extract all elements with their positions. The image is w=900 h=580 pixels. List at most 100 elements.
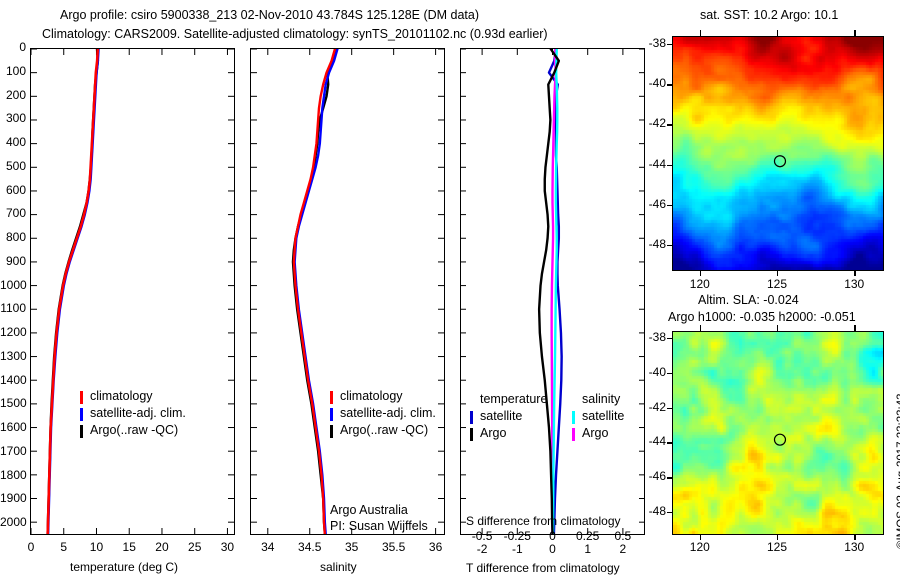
depth-tick-label: 1500 (0, 396, 27, 411)
temperature-x-axis-label: temperature (deg C) (70, 560, 179, 574)
sla-lon-tick-label: 120 (689, 540, 710, 554)
header-line1: Argo profile: csiro 5900338_213 02-Nov-2… (60, 8, 480, 22)
pi-note: PI: Susan Wijffels (330, 519, 428, 533)
axis-tick (777, 270, 779, 276)
t-difference-tick-label: 0 (549, 542, 556, 556)
depth-tick-label: 900 (5, 253, 26, 268)
legend-swatch-satellite-clim (80, 408, 83, 421)
header-line2: Climatology: CARS2009. Satellite-adjuste… (42, 27, 548, 41)
temperature-tick-label: 0 (27, 540, 35, 554)
sst-map-canvas (673, 37, 883, 270)
temperature-profile-panel[interactable] (30, 48, 235, 535)
legend-label-satellite-clim: satellite-adj. clim. (90, 406, 186, 420)
salinity-tick-label: 34 (261, 540, 275, 554)
salinity-profile-plot (251, 49, 444, 534)
temperature-profile-plot (31, 49, 234, 534)
temperature-tick-label: 5 (60, 540, 68, 554)
depth-tick-label: 1600 (0, 420, 27, 435)
depth-tick-label: 1000 (0, 277, 27, 292)
sla-lat-tick-label: -38 (648, 329, 666, 344)
depth-tick-label: 1300 (0, 348, 27, 363)
sst-lon-tick-label: 120 (689, 277, 710, 291)
axis-tick (777, 534, 779, 540)
axis-tick (699, 30, 702, 36)
sla-lat-tick-label: -48 (648, 504, 666, 519)
axis-tick (854, 270, 856, 276)
salinity-tick-label: 36 (428, 540, 443, 554)
difference-s-axis-label: S difference from climatology (466, 514, 621, 528)
s-difference-tick-label: 0.25 (576, 529, 600, 543)
sst-lat-tick-label: -42 (648, 116, 666, 131)
axis-tick (667, 244, 673, 247)
axis-tick (667, 84, 673, 86)
depth-tick-label: 700 (5, 206, 26, 221)
axis-tick (667, 204, 673, 207)
sst-lon-tick-label: 130 (844, 277, 865, 291)
sla-map-title-line2: Argo h1000: -0.035 h2000: -0.051 (668, 310, 856, 324)
axis-tick (667, 44, 673, 46)
t-difference-tick-label: -1 (511, 542, 523, 556)
t-difference-tick-label: -2 (476, 542, 488, 556)
sla-lat-tick-label: -42 (648, 399, 666, 414)
legend-swatch-climatology (330, 391, 333, 404)
legend-swatch-argo (330, 425, 333, 438)
sla-lat-tick-label: -44 (648, 434, 666, 449)
sst-lat-tick-label: -38 (648, 36, 666, 51)
legend-label-climatology: climatology (340, 389, 403, 403)
s-difference-tick-label: 0 (549, 529, 556, 543)
s-difference-tick-label: 0.5 (614, 529, 632, 543)
legend-swatch-satellite-clim (330, 408, 333, 421)
depth-tick-label: 0 (19, 40, 26, 54)
legend-label-climatology: climatology (90, 389, 153, 403)
sst-map[interactable] (672, 36, 884, 271)
temperature-tick-label: 20 (155, 540, 169, 554)
t-difference-tick-label: 1 (584, 542, 592, 556)
axis-tick (699, 270, 702, 276)
sla-map-marker-layer (773, 433, 787, 446)
legend-swatch-sal-satellite (572, 411, 575, 424)
sla-map[interactable] (672, 331, 884, 535)
s-difference-tick-label: -0.5 (471, 529, 493, 543)
axis-tick (667, 477, 673, 479)
legend-label-argo: Argo(..raw -QC) (340, 423, 429, 437)
legend-swatch-climatology (80, 391, 83, 404)
axis-tick (777, 30, 779, 36)
sst-lat-tick-label: -44 (648, 156, 666, 171)
difference-profile-plot (461, 49, 644, 534)
legend-swatch-temp-argo (470, 428, 473, 441)
difference-t-axis-label: T difference from climatology (466, 561, 620, 575)
axis-tick (667, 512, 673, 514)
salinity-profile-panel[interactable] (250, 48, 445, 535)
axis-tick (667, 124, 673, 126)
depth-tick-label: 500 (5, 158, 26, 173)
depth-tick-label: 2000 (0, 515, 27, 530)
legend-label-argo: Argo(..raw -QC) (90, 423, 179, 437)
imos-credit: ©IMOS 02-Aug-2017 23:23:43 (896, 393, 900, 549)
legend-swatch-argo (80, 425, 83, 438)
profile-location-marker (773, 433, 787, 446)
depth-tick-label: 1800 (0, 467, 27, 482)
salinity-tick-label: 35.5 (381, 540, 406, 554)
sst-map-marker-layer (773, 155, 787, 168)
depth-tick-label: 1100 (0, 301, 26, 316)
axis-tick (667, 337, 673, 340)
salinity-tick-label: 34.5 (298, 540, 322, 554)
depth-tick-label: 800 (5, 230, 26, 245)
legend-header-temperature: temperature (480, 392, 548, 406)
salinity-tick-label: 35 (345, 540, 359, 554)
sla-map-canvas (673, 332, 883, 534)
depth-tick-label: 400 (5, 135, 26, 150)
temperature-tick-label: 25 (188, 540, 202, 554)
depth-tick-label: 1700 (0, 443, 27, 458)
legend-label-sal-argo: Argo (582, 426, 609, 440)
depth-tick-label: 600 (5, 182, 26, 197)
temperature-tick-label: 15 (122, 540, 136, 554)
axis-tick (699, 534, 702, 540)
argo-australia-note: Argo Australia (330, 503, 408, 517)
axis-tick (667, 407, 673, 409)
depth-tick-label: 1200 (0, 325, 27, 340)
temperature-tick-label: 30 (220, 540, 235, 554)
sla-lat-tick-label: -40 (648, 364, 666, 379)
difference-profile-panel[interactable] (460, 48, 645, 535)
temperature-tick-label: 10 (89, 540, 104, 554)
